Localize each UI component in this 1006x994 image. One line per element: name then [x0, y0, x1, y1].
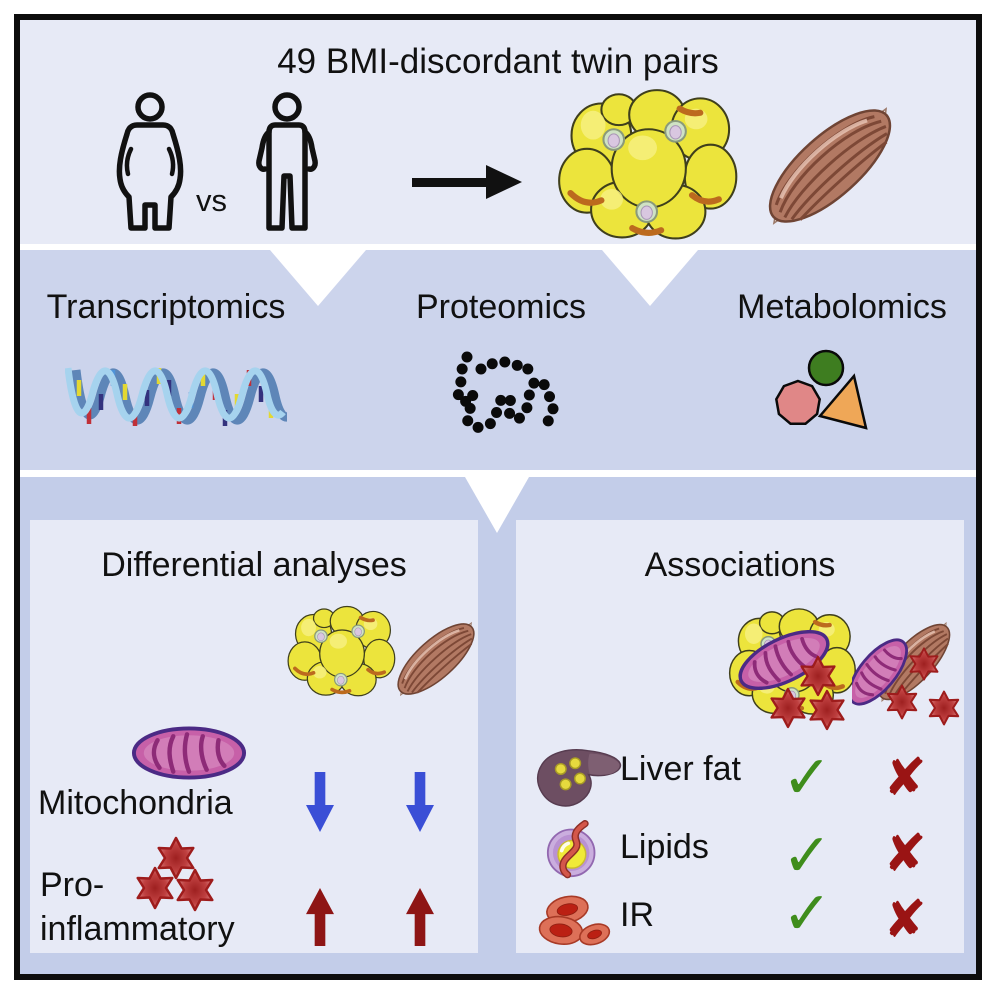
liver-fat-label: Liver fat — [620, 750, 741, 788]
ir-label: IR — [620, 896, 654, 934]
liver-fat-adipose-check: ✓ — [781, 743, 833, 813]
adipose-tissue-icon — [554, 86, 740, 242]
omics-band: Transcriptomics Proteomics Metabolomics — [20, 250, 976, 470]
mitochondrion-icon — [130, 724, 248, 782]
lean-person-icon — [256, 92, 318, 231]
inflammation-stars-icon — [136, 836, 214, 912]
red-blood-cells-icon — [538, 895, 611, 946]
ir-adipose-check: ✓ — [781, 879, 833, 949]
dna-helix-icon — [65, 367, 287, 426]
muscle-tissue-icon — [748, 90, 912, 242]
lipid-droplet-icon — [546, 820, 596, 879]
lipids-label: Lipids — [620, 828, 709, 866]
mitochondria-label: Mitochondria — [38, 784, 233, 822]
study-title: 49 BMI-discordant twin pairs — [277, 42, 719, 81]
muscle-down-arrow-icon — [406, 772, 434, 832]
adipose-up-arrow-icon — [306, 888, 334, 946]
figure-frame: 49 BMI-discordant twin pairs vs — [14, 14, 982, 980]
protein-chain-icon — [452, 351, 559, 433]
right-arrow-icon — [412, 165, 522, 199]
results-band: Differential analyses Mitochondria — [20, 477, 976, 974]
differential-panel-title: Differential analyses — [101, 546, 407, 584]
vs-label: vs — [196, 183, 227, 218]
associations-panel: Associations — [516, 520, 964, 953]
liver-icon — [536, 749, 622, 807]
lipids-muscle-cross: ✘ — [883, 824, 927, 884]
omics-label-metabolomics: Metabolomics — [737, 288, 947, 326]
funnel-notch-right — [602, 250, 698, 306]
ir-muscle-cross: ✘ — [883, 890, 927, 950]
omics-label-transcriptomics: Transcriptomics — [46, 288, 286, 326]
muscle-with-mitochondrion-and-stars-icon — [852, 610, 964, 726]
inflammatory-label: inflammatory — [40, 910, 235, 948]
omics-label-proteomics: Proteomics — [415, 288, 587, 326]
muscle-up-arrow-icon — [406, 888, 434, 946]
muscle-tissue-icon — [384, 610, 488, 708]
adipose-with-mitochondrion-and-stars-icon — [726, 602, 862, 731]
obese-person-icon — [116, 92, 184, 231]
top-panel: 49 BMI-discordant twin pairs vs — [20, 20, 976, 244]
differential-analyses-panel: Differential analyses Mitochondria — [30, 520, 488, 953]
pro-label: Pro- — [40, 866, 105, 904]
adipose-down-arrow-icon — [306, 772, 334, 832]
liver-fat-muscle-cross: ✘ — [883, 748, 927, 808]
metabolite-shapes-icon — [774, 349, 868, 430]
associations-panel-title: Associations — [644, 546, 836, 584]
lipids-adipose-check: ✓ — [781, 821, 833, 891]
